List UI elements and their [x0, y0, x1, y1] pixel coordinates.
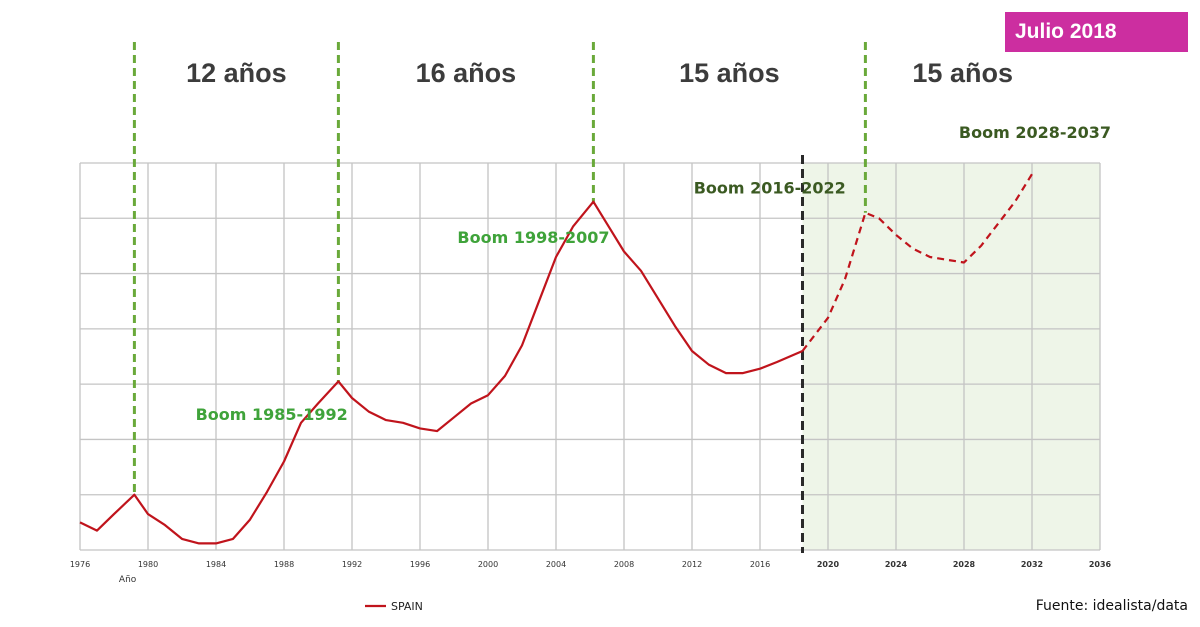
- legend-label: SPAIN: [391, 600, 423, 613]
- period-label: 16 años: [416, 58, 517, 88]
- x-tick-label: 2032: [1021, 560, 1043, 569]
- forecast-area: [802, 163, 1100, 550]
- x-tick-label: 2012: [682, 560, 702, 569]
- x-tick-label: 1984: [206, 560, 226, 569]
- x-tick-label: 1988: [274, 560, 294, 569]
- period-label: 15 años: [679, 58, 780, 88]
- x-axis-label: Año: [119, 575, 137, 585]
- x-tick-label: 2004: [546, 560, 566, 569]
- boom-annotation: Boom 1998-2007: [457, 228, 609, 247]
- boom-annotation: Boom 1985-1992: [196, 405, 348, 424]
- date-badge: Julio 2018: [1005, 12, 1188, 52]
- x-tick-label: 2020: [817, 560, 840, 569]
- x-tick-label: 2024: [885, 560, 908, 569]
- x-tick-label: 2036: [1089, 560, 1112, 569]
- series-line-spain: [79, 200, 803, 545]
- boom-annotation: Boom 2028-2037: [959, 123, 1111, 142]
- x-tick-label: 1976: [70, 560, 90, 569]
- period-label: 12 años: [186, 58, 287, 88]
- x-tick-label: 2000: [478, 560, 498, 569]
- x-tick-label: 2016: [750, 560, 770, 569]
- x-tick-label: 2008: [614, 560, 634, 569]
- period-label: 15 años: [912, 58, 1013, 88]
- source-credit: Fuente: idealista/data: [1035, 598, 1188, 614]
- x-tick-label: 1992: [342, 560, 362, 569]
- x-tick-label: 2028: [953, 560, 976, 569]
- x-tick-label: 1996: [410, 560, 430, 569]
- series-line-forecast: [801, 173, 1033, 352]
- x-tick-label: 1980: [138, 560, 158, 569]
- boom-annotation: Boom 2016-2022: [694, 178, 846, 197]
